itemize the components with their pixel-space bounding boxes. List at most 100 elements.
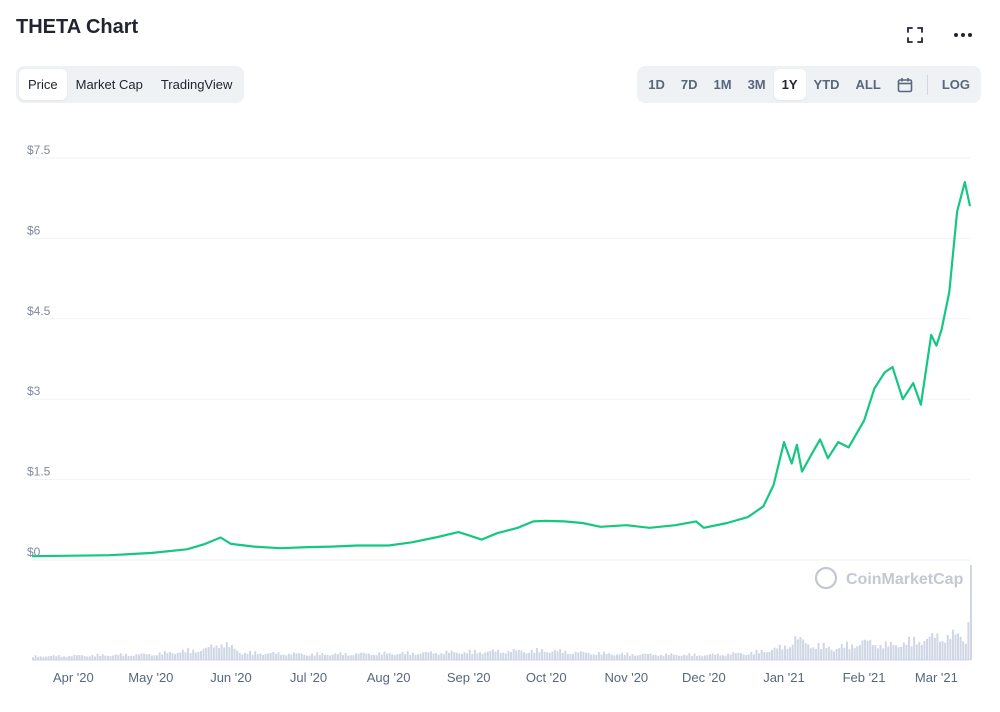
volume-bar [355, 653, 357, 660]
volume-bar [561, 652, 564, 660]
volume-bar [685, 655, 688, 660]
volume-bar [843, 647, 846, 660]
volume-bar [329, 655, 332, 660]
volume-bar [951, 629, 954, 660]
y-tick-label: $1.5 [27, 465, 51, 479]
volume-bar [218, 648, 221, 660]
volume-bar [414, 654, 417, 660]
x-tick-label: Apr '20 [53, 670, 94, 685]
volume-bar [742, 654, 745, 660]
volume-bar [207, 647, 210, 660]
volume-bar [143, 653, 146, 660]
volume-bar [579, 651, 582, 660]
volume-bar [305, 655, 308, 660]
volume-bar [543, 651, 546, 660]
range-1m[interactable]: 1M [713, 77, 732, 92]
volume-bar [621, 652, 624, 660]
volume-bar [755, 649, 758, 660]
volume-bar [171, 653, 174, 660]
volume-bar [47, 656, 50, 660]
volume-bar [360, 652, 363, 660]
volume-bar [466, 653, 469, 660]
coinmarketcap-logo-icon [814, 566, 838, 590]
volume-bar [559, 648, 562, 660]
volume-bar [520, 650, 523, 660]
expand-icon[interactable] [904, 24, 926, 46]
range-3m[interactable]: 3M [747, 77, 766, 92]
calendar-icon[interactable] [889, 69, 921, 100]
volume-bar [450, 650, 453, 660]
volume-bar [117, 655, 120, 660]
volume-bar [892, 644, 895, 660]
volume-bar [765, 652, 768, 660]
volume-bar [928, 636, 931, 660]
volume-bar [442, 654, 445, 660]
volume-bar [884, 641, 887, 660]
volume-bar [264, 654, 267, 660]
volume-bar [187, 648, 190, 660]
volume-bar [789, 647, 792, 660]
volume-bar [52, 655, 55, 660]
volume-bar [344, 653, 347, 660]
volume-bar [122, 655, 125, 660]
volume-bar [546, 652, 549, 660]
volume-bar [541, 649, 544, 660]
volume-bar [933, 637, 936, 660]
volume-bar [233, 648, 236, 660]
volume-bar [197, 652, 200, 660]
tab-market-cap[interactable]: Market Cap [75, 77, 143, 92]
volume-bar [396, 654, 399, 660]
x-tick-label: Mar '21 [915, 670, 958, 685]
volume-bar [918, 642, 921, 660]
y-tick-label: $3 [27, 384, 41, 398]
volume-bar [339, 652, 342, 660]
tab-price[interactable]: Price [19, 69, 67, 100]
volume-bar [866, 640, 869, 660]
log-scale-toggle[interactable]: LOG [941, 77, 970, 92]
volume-bar [137, 654, 140, 660]
volume-bar [323, 654, 326, 660]
range-1d[interactable]: 1D [648, 77, 665, 92]
volume-bar [551, 651, 554, 660]
volume-bar [455, 652, 458, 660]
price-chart[interactable]: $7.5$6$4.5$3$1.5$0 CoinMarketCap Apr '20… [0, 120, 1000, 712]
volume-bar [698, 655, 701, 660]
range-ytd[interactable]: YTD [813, 77, 840, 92]
volume-bar [440, 653, 443, 660]
volume-bar [641, 653, 644, 660]
volume-bar [807, 644, 810, 660]
volume-bar [879, 645, 882, 660]
volume-bar [318, 655, 321, 660]
volume-bar [639, 655, 642, 660]
volume-bar [94, 656, 96, 660]
volume-bar [254, 651, 257, 660]
volume-bar [269, 653, 272, 660]
volume-bar [507, 650, 510, 660]
volume-bar [166, 653, 169, 660]
volume-bar [199, 651, 202, 660]
volume-bar [600, 654, 603, 660]
volume-bar [814, 648, 817, 660]
range-all[interactable]: ALL [855, 77, 881, 92]
price-line [31, 181, 972, 558]
volume-bar [130, 655, 133, 660]
volume-bar [96, 653, 99, 660]
volume-bar [693, 653, 696, 660]
volume-bar [522, 652, 525, 660]
volume-bar [845, 641, 848, 660]
range-1y[interactable]: 1Y [773, 69, 806, 100]
volume-bar [463, 652, 466, 660]
more-horizontal-icon[interactable] [952, 24, 974, 46]
volume-bar [424, 651, 427, 660]
tab-tradingview[interactable]: TradingView [160, 77, 233, 92]
range-7d[interactable]: 7D [680, 77, 698, 92]
volume-bar [830, 649, 833, 660]
volume-bar [68, 655, 71, 660]
volume-bar [212, 647, 215, 660]
volume-bar [181, 649, 184, 660]
volume-bar [383, 651, 386, 660]
volume-bar [603, 651, 606, 660]
volume-bar [763, 652, 766, 660]
volume-bar [156, 655, 159, 660]
volume-bar [587, 652, 590, 660]
